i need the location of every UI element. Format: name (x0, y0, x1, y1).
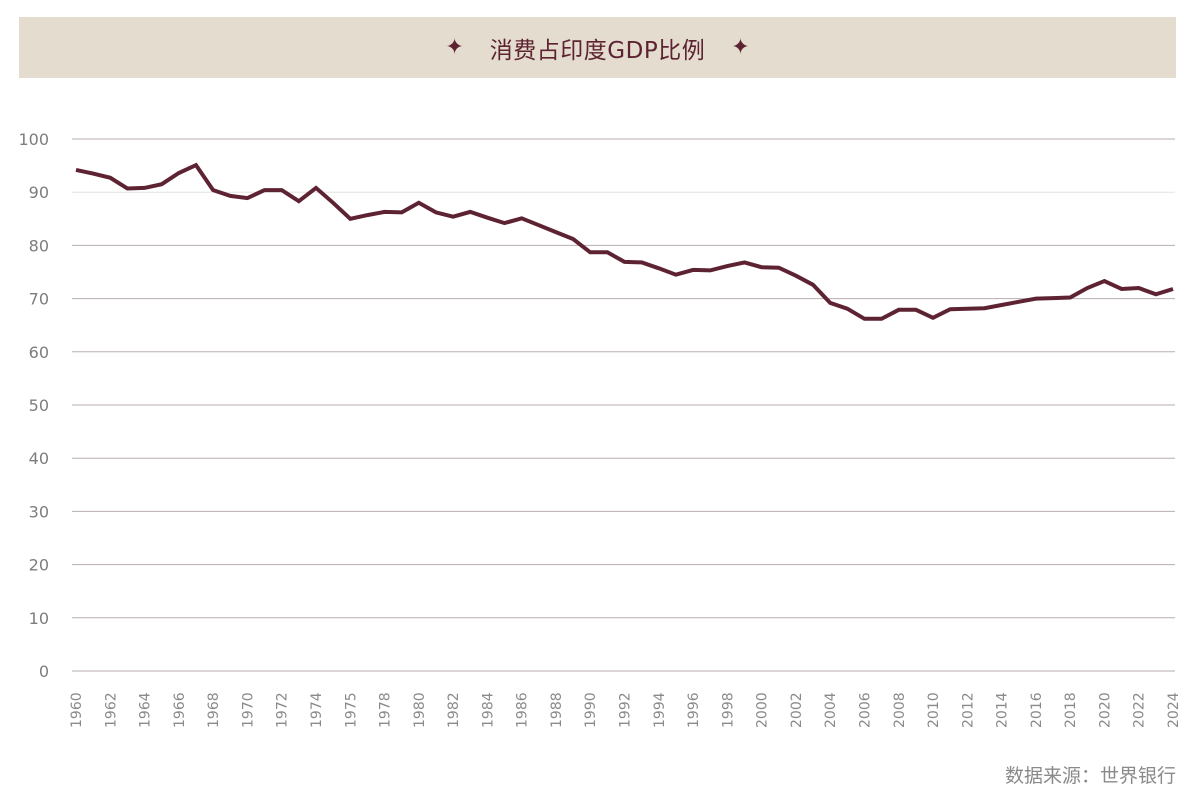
x-tick-label: 2012 (960, 692, 976, 728)
x-tick-label: 2008 (892, 692, 908, 728)
x-tick-label: 1994 (652, 692, 668, 728)
chart-title: 消费占印度GDP比例 (489, 37, 706, 64)
x-tick-label: 1990 (583, 692, 599, 728)
chart-title-bar: ✦ 消费占印度GDP比例 ✦ (19, 17, 1176, 78)
x-tick-label: 1980 (412, 692, 428, 728)
chart-title-group: ✦ 消费占印度GDP比例 ✦ (445, 31, 749, 65)
x-tick-label: 2006 (857, 692, 873, 728)
x-tick-label: 1978 (378, 692, 394, 728)
x-tick-label: 1984 (480, 692, 496, 728)
x-tick-label: 2010 (926, 692, 942, 728)
four-point-star-icon: ✦ (731, 34, 750, 60)
x-tick-label: 2024 (1166, 692, 1182, 728)
y-tick-label: 40 (29, 449, 49, 468)
y-tick-label: 50 (29, 396, 49, 415)
y-tick-label: 100 (18, 130, 49, 149)
x-tick-label: 2002 (789, 692, 805, 728)
x-tick-label: 2020 (1097, 692, 1113, 728)
x-tick-label: 2022 (1132, 692, 1148, 728)
x-tick-label: 1986 (515, 692, 531, 728)
x-tick-label: 1974 (309, 692, 325, 728)
x-tick-label: 1972 (275, 692, 291, 728)
x-tick-label: 2000 (755, 692, 771, 728)
x-tick-label: 1968 (206, 692, 222, 728)
x-tick-label: 1960 (69, 692, 85, 728)
four-point-star-icon: ✦ (445, 34, 464, 60)
x-tick-label: 2004 (823, 692, 839, 728)
y-tick-label: 0 (39, 662, 49, 681)
y-tick-label: 80 (29, 236, 49, 255)
x-tick-label: 1966 (172, 692, 188, 728)
y-tick-label: 20 (29, 556, 49, 575)
x-tick-label: 1992 (618, 692, 634, 728)
y-tick-label: 10 (29, 609, 49, 628)
data-source-note: 数据来源：世界银行 (1004, 765, 1176, 787)
x-tick-label: 2014 (995, 692, 1011, 728)
x-tick-label: 1982 (446, 692, 462, 728)
y-tick-label: 90 (29, 183, 49, 202)
y-tick-label: 60 (29, 343, 49, 362)
consumption-share-line (75, 162, 1174, 321)
x-tick-label: 1998 (720, 692, 736, 728)
y-tick-label: 30 (29, 502, 49, 521)
y-gridlines (72, 138, 1175, 672)
y-axis-ticks: 0 10 20 30 40 50 60 70 80 90 100 (18, 130, 49, 681)
x-tick-label: 2016 (1029, 692, 1045, 728)
x-tick-label: 1996 (686, 692, 702, 728)
y-tick-label: 70 (29, 290, 49, 309)
x-tick-label: 1970 (240, 692, 256, 728)
x-tick-label: 1988 (549, 692, 565, 728)
x-axis-ticks: 1960 1962 1964 1966 1968 1970 1972 1974 1975 1978… (69, 692, 1182, 728)
x-tick-label: 2018 (1063, 692, 1079, 728)
x-tick-label: 1964 (138, 692, 154, 728)
x-tick-label: 1962 (103, 692, 119, 728)
x-tick-label: 1975 (343, 692, 359, 728)
